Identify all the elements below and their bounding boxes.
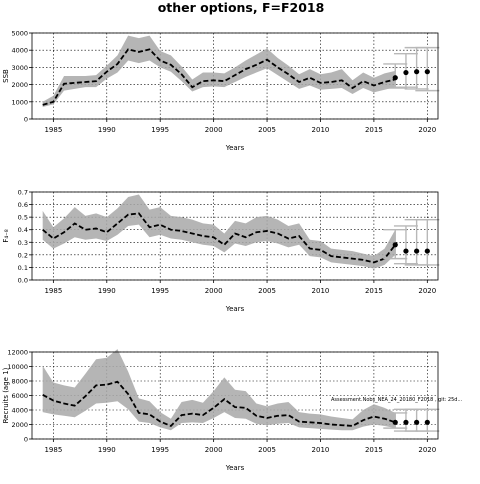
y-tick-label: 4000 bbox=[11, 47, 28, 55]
forecast-point bbox=[414, 419, 420, 425]
x-tick-label: 1985 bbox=[44, 287, 62, 295]
forecast-point bbox=[392, 75, 398, 81]
x-tick-label: 2020 bbox=[418, 287, 436, 295]
x-tick-label: 1990 bbox=[98, 287, 116, 295]
forecast-point bbox=[414, 248, 420, 254]
y-tick-label: 0.5 bbox=[18, 214, 28, 222]
confidence-band bbox=[42, 349, 396, 431]
y-tick-label: 0 bbox=[24, 116, 28, 124]
y-tick-label: 0.4 bbox=[18, 226, 28, 234]
y-tick-label: 10000 bbox=[7, 363, 28, 371]
forecast-point bbox=[392, 419, 398, 425]
y-tick-label: 0.1 bbox=[18, 264, 28, 272]
forecast-point bbox=[403, 248, 409, 254]
y-axis-label: F₄₋₈ bbox=[2, 229, 10, 243]
x-tick-label: 1995 bbox=[151, 287, 169, 295]
x-tick-label: 2005 bbox=[258, 287, 276, 295]
x-tick-label: 2015 bbox=[365, 446, 383, 454]
x-tick-label: 2020 bbox=[418, 126, 436, 134]
x-tick-label: 2010 bbox=[312, 446, 330, 454]
x-tick-label: 2020 bbox=[418, 446, 436, 454]
y-tick-label: 3000 bbox=[11, 64, 28, 72]
chart-annotation: Assessment.Nobs_NEA_24_20180_F2018 , git… bbox=[331, 397, 463, 403]
forecast-point bbox=[403, 419, 409, 425]
y-tick-label: 1000 bbox=[11, 98, 28, 106]
confidence-band bbox=[42, 194, 396, 269]
x-tick-label: 1990 bbox=[98, 126, 116, 134]
x-tick-label: 2000 bbox=[205, 126, 223, 134]
x-tick-label: 2000 bbox=[205, 446, 223, 454]
x-tick-label: 2015 bbox=[365, 287, 383, 295]
confidence-band bbox=[42, 35, 396, 107]
estimate-line bbox=[42, 48, 396, 106]
forecast-point bbox=[414, 69, 420, 75]
x-tick-label: 2010 bbox=[312, 287, 330, 295]
forecast-point bbox=[392, 242, 398, 248]
plot-frame bbox=[31, 191, 439, 281]
estimate-line bbox=[42, 212, 396, 264]
forecast-point bbox=[424, 419, 430, 425]
y-tick-label: 0.2 bbox=[18, 251, 28, 259]
x-tick-label: 2005 bbox=[258, 446, 276, 454]
forecast-point bbox=[403, 69, 409, 76]
x-axis-label: Years bbox=[225, 305, 245, 313]
y-tick-label: 6000 bbox=[11, 392, 28, 400]
x-tick-label: 1995 bbox=[151, 126, 169, 134]
x-tick-label: 1985 bbox=[44, 446, 62, 454]
x-tick-label: 1995 bbox=[151, 446, 169, 454]
y-tick-label: 4000 bbox=[11, 407, 28, 415]
plot-frame bbox=[31, 32, 439, 120]
x-axis-label: Years bbox=[225, 144, 245, 152]
x-tick-label: 2005 bbox=[258, 126, 276, 134]
y-axis-label: Recruits (age 1) bbox=[2, 367, 10, 423]
x-axis-label: Years bbox=[225, 464, 245, 472]
x-tick-label: 2015 bbox=[365, 126, 383, 134]
estimate-line bbox=[42, 380, 396, 428]
forecast-point bbox=[424, 248, 430, 254]
x-tick-label: 1985 bbox=[44, 126, 62, 134]
y-tick-label: 8000 bbox=[11, 378, 28, 386]
x-tick-label: 1990 bbox=[98, 446, 116, 454]
y-tick-label: 0.3 bbox=[18, 239, 28, 247]
y-tick-label: 0.6 bbox=[18, 201, 28, 209]
y-tick-label: 2000 bbox=[11, 421, 28, 429]
y-axis-label: SSB bbox=[2, 69, 10, 83]
y-tick-label: 0 bbox=[24, 436, 28, 444]
x-tick-label: 2000 bbox=[205, 287, 223, 295]
forecast-point bbox=[424, 69, 430, 75]
x-tick-label: 2010 bbox=[312, 126, 330, 134]
y-tick-label: 5000 bbox=[11, 30, 28, 38]
y-tick-label: 0.7 bbox=[18, 189, 28, 197]
y-tick-label: 12000 bbox=[7, 349, 28, 357]
y-tick-label: 0.0 bbox=[18, 277, 28, 285]
y-tick-label: 2000 bbox=[11, 81, 28, 89]
chart-title: other options, F=F2018 bbox=[158, 0, 325, 15]
